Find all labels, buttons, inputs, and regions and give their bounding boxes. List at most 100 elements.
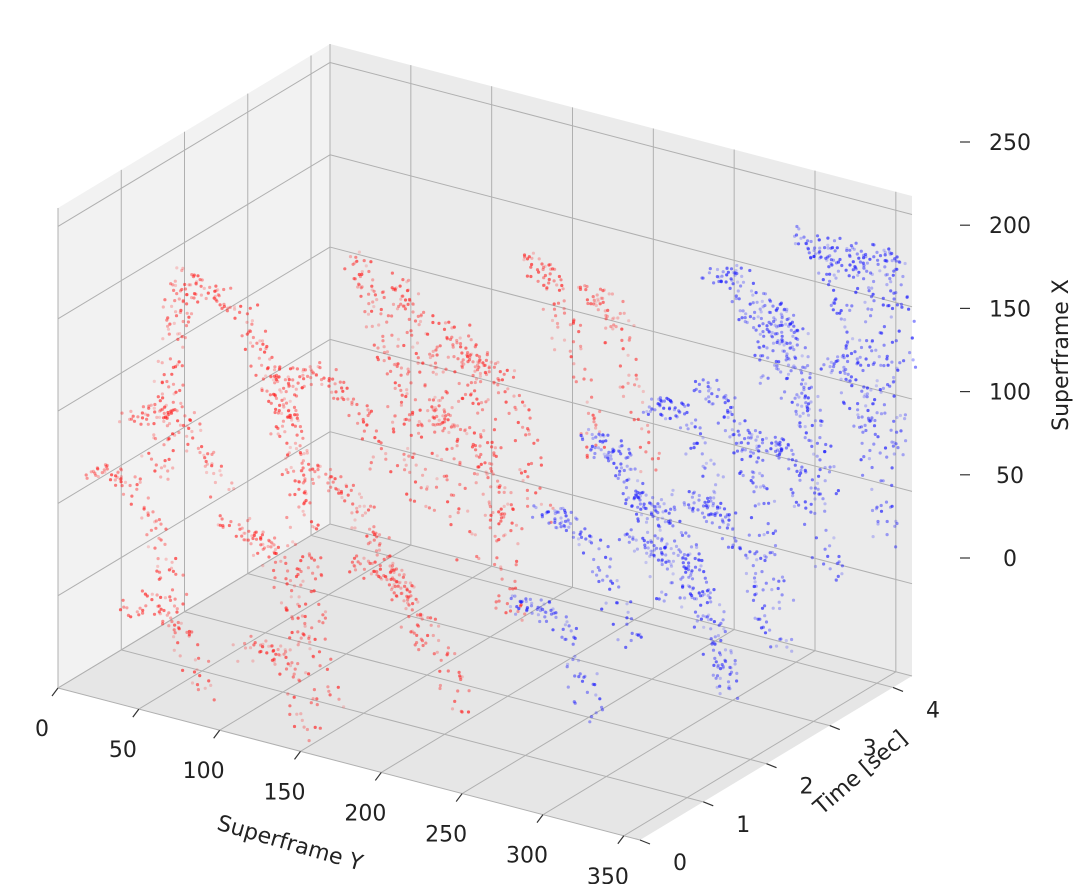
event-point xyxy=(491,510,495,515)
event-point xyxy=(259,537,263,541)
event-point xyxy=(571,657,575,662)
event-point xyxy=(282,386,286,390)
event-point xyxy=(798,478,802,482)
event-point xyxy=(362,504,366,508)
event-point xyxy=(704,461,709,465)
event-point xyxy=(721,618,725,622)
event-point xyxy=(845,354,850,358)
grid-floor-x xyxy=(300,586,573,752)
event-point xyxy=(220,306,224,311)
event-point xyxy=(294,387,298,391)
event-point xyxy=(382,574,386,578)
event-point xyxy=(458,342,463,346)
event-point xyxy=(713,642,717,646)
event-point xyxy=(432,652,436,656)
event-point xyxy=(357,250,361,254)
event-point xyxy=(692,597,697,601)
event-point xyxy=(542,602,546,606)
event-point xyxy=(369,572,373,576)
event-point xyxy=(323,616,327,620)
event-point xyxy=(457,381,461,386)
event-point xyxy=(577,675,581,679)
event-point xyxy=(288,399,292,403)
event-point xyxy=(142,507,146,511)
event-point xyxy=(284,401,289,405)
event-point xyxy=(446,355,450,359)
event-point xyxy=(895,267,899,271)
event-point xyxy=(196,446,200,450)
event-point xyxy=(836,260,841,264)
event-point xyxy=(483,371,488,375)
event-point xyxy=(550,336,554,340)
event-point xyxy=(288,413,292,417)
event-point xyxy=(685,410,689,415)
event-point xyxy=(296,662,300,666)
z-axis-title: Superframe X xyxy=(1049,279,1074,431)
event-point xyxy=(593,451,597,456)
event-point xyxy=(827,283,831,287)
event-point xyxy=(571,535,576,539)
event-point xyxy=(627,373,631,377)
event-point xyxy=(773,529,778,533)
event-point xyxy=(803,425,807,429)
event-point xyxy=(457,670,461,675)
event-point xyxy=(369,504,373,508)
event-point xyxy=(295,433,299,437)
event-point xyxy=(679,577,683,581)
event-point xyxy=(426,616,430,620)
event-point xyxy=(168,595,172,599)
event-point xyxy=(105,467,109,471)
event-point xyxy=(847,253,852,257)
event-point xyxy=(652,553,656,557)
event-point xyxy=(524,599,528,604)
event-point xyxy=(528,597,533,602)
event-point xyxy=(438,669,442,673)
event-point xyxy=(577,543,581,547)
event-point xyxy=(768,298,772,302)
event-point xyxy=(227,487,231,492)
event-point xyxy=(762,533,766,537)
event-point xyxy=(572,635,576,639)
event-point xyxy=(514,563,518,567)
event-point xyxy=(729,651,733,655)
event-point xyxy=(506,387,510,391)
event-point xyxy=(662,406,666,410)
event-point xyxy=(251,335,255,340)
event-point xyxy=(399,403,403,407)
event-point xyxy=(295,567,299,571)
event-point xyxy=(513,594,517,598)
event-point xyxy=(144,604,148,608)
event-point xyxy=(707,271,712,275)
event-point xyxy=(248,306,252,310)
event-point xyxy=(282,397,286,401)
event-point xyxy=(413,398,417,402)
event-point xyxy=(254,530,258,534)
event-point xyxy=(447,320,451,324)
event-point xyxy=(512,369,517,373)
event-point xyxy=(867,289,871,293)
event-point xyxy=(648,554,652,558)
event-point xyxy=(609,457,613,461)
event-point xyxy=(639,635,643,639)
event-point xyxy=(823,509,827,513)
event-point xyxy=(349,488,353,492)
event-point xyxy=(708,496,713,500)
event-point xyxy=(792,504,797,508)
event-point xyxy=(689,571,693,575)
event-point xyxy=(792,348,796,352)
event-point xyxy=(831,258,836,262)
event-point xyxy=(233,307,237,311)
event-point xyxy=(743,316,747,320)
event-point xyxy=(274,376,278,380)
event-point xyxy=(323,637,327,641)
event-point xyxy=(180,405,184,409)
event-point xyxy=(732,451,737,455)
event-point xyxy=(435,650,439,654)
event-point xyxy=(411,310,415,314)
event-point xyxy=(424,332,428,336)
event-point xyxy=(435,477,439,481)
event-point xyxy=(780,334,784,338)
event-point xyxy=(357,282,361,286)
event-point xyxy=(710,642,714,646)
event-point xyxy=(543,264,547,268)
